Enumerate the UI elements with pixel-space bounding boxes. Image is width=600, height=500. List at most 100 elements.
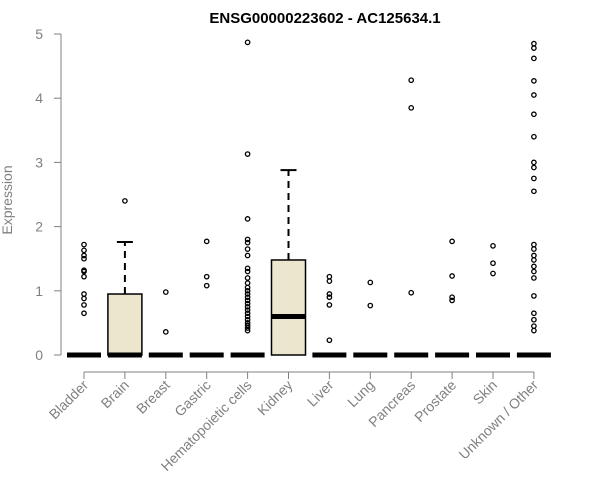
outlier-point <box>367 279 374 286</box>
outlier-point <box>490 260 496 267</box>
outlier-point <box>408 104 415 111</box>
outlier-point <box>244 216 251 222</box>
plot-area <box>67 39 551 358</box>
outlier-point <box>244 236 251 243</box>
box-group <box>476 243 510 358</box>
outlier-point <box>244 265 251 272</box>
x-tick-label: Liver <box>304 377 337 410</box>
outlier-point <box>81 310 87 317</box>
outlier-point <box>244 294 251 301</box>
box-group <box>435 238 470 358</box>
outlier-point <box>326 337 333 344</box>
x-tick-label: Brain <box>98 377 132 411</box>
outlier-point <box>531 316 537 323</box>
outlier-point <box>531 175 537 182</box>
outlier-point <box>244 280 251 286</box>
outlier-point <box>244 287 251 294</box>
box-group <box>312 273 347 358</box>
outlier-point <box>408 289 415 296</box>
outlier-point <box>81 267 87 274</box>
outlier-point <box>81 273 87 280</box>
outlier-point <box>531 275 537 281</box>
outlier-point <box>244 307 251 313</box>
outlier-point <box>531 252 537 259</box>
outlier-point <box>490 270 496 277</box>
outlier-point <box>531 293 537 299</box>
x-tick-label: Kidney <box>254 377 296 419</box>
outlier-point <box>531 55 537 62</box>
outlier-point <box>531 263 537 270</box>
outlier-point <box>244 268 251 275</box>
outlier-point <box>531 45 537 51</box>
outlier-point <box>244 310 251 317</box>
outlier-point <box>531 257 537 263</box>
outlier-point <box>203 273 210 280</box>
outlier-point <box>326 294 333 301</box>
outlier-point <box>244 316 251 323</box>
outlier-point <box>81 241 87 248</box>
outlier-point <box>81 302 87 308</box>
outlier-point <box>81 252 87 259</box>
box-group <box>516 40 551 358</box>
outlier-point <box>531 40 537 47</box>
outlier-point <box>531 111 537 118</box>
x-tick-label: Lung <box>344 377 377 410</box>
outlier-point <box>203 238 210 245</box>
outlier-point <box>531 327 537 334</box>
outlier-point <box>531 159 537 166</box>
outlier-point <box>244 325 251 331</box>
outlier-point <box>244 39 251 46</box>
outlier-point <box>244 252 251 259</box>
outlier-point <box>449 294 455 301</box>
outlier-point <box>81 291 87 297</box>
outlier-point <box>326 302 333 308</box>
outlier-point <box>531 246 537 252</box>
outlier-point <box>81 247 87 254</box>
box-group <box>394 77 429 358</box>
outlier-point <box>244 320 251 326</box>
outlier-point <box>326 273 333 280</box>
outlier-point <box>244 246 251 252</box>
y-axis-title: Expression <box>0 165 15 234</box>
x-tick-label: Bladder <box>46 377 92 423</box>
outlier-point <box>244 275 251 281</box>
outlier-point <box>449 297 455 304</box>
outlier-point <box>162 329 169 335</box>
box-group <box>107 198 143 358</box>
box-group <box>230 39 265 358</box>
chart-title: ENSG00000223602 - AC125634.1 <box>209 10 440 27</box>
y-tick-label: 3 <box>35 154 43 170</box>
outlier-point <box>244 300 251 307</box>
box-group <box>189 238 224 358</box>
x-tick-label: Prostate <box>411 377 459 425</box>
outlier-point <box>81 295 87 302</box>
y-tick-label: 4 <box>35 90 43 106</box>
outlier-point <box>531 310 537 317</box>
y-tick-label: 2 <box>35 219 43 235</box>
y-tick-label: 1 <box>35 283 43 299</box>
outlier-point <box>531 164 537 171</box>
outlier-point <box>244 313 251 320</box>
outlier-point <box>449 238 455 245</box>
box-group <box>148 289 183 358</box>
outlier-point <box>203 282 210 289</box>
outlier-point <box>244 291 251 297</box>
box <box>270 259 307 356</box>
outlier-point <box>408 77 415 84</box>
outlier-point <box>326 278 333 285</box>
outlier-point <box>244 322 251 329</box>
outlier-point <box>531 241 537 248</box>
y-tick-label: 0 <box>35 347 43 363</box>
outlier-point <box>490 243 496 249</box>
outlier-point <box>531 92 537 98</box>
outlier-point <box>531 323 537 329</box>
box-group <box>67 241 101 358</box>
outlier-point <box>244 239 251 246</box>
outlier-point <box>81 255 87 262</box>
y-tick-label: 5 <box>35 26 43 42</box>
x-tick-label: Skin <box>470 377 501 408</box>
outlier-point <box>367 302 374 309</box>
outlier-point <box>162 289 169 295</box>
